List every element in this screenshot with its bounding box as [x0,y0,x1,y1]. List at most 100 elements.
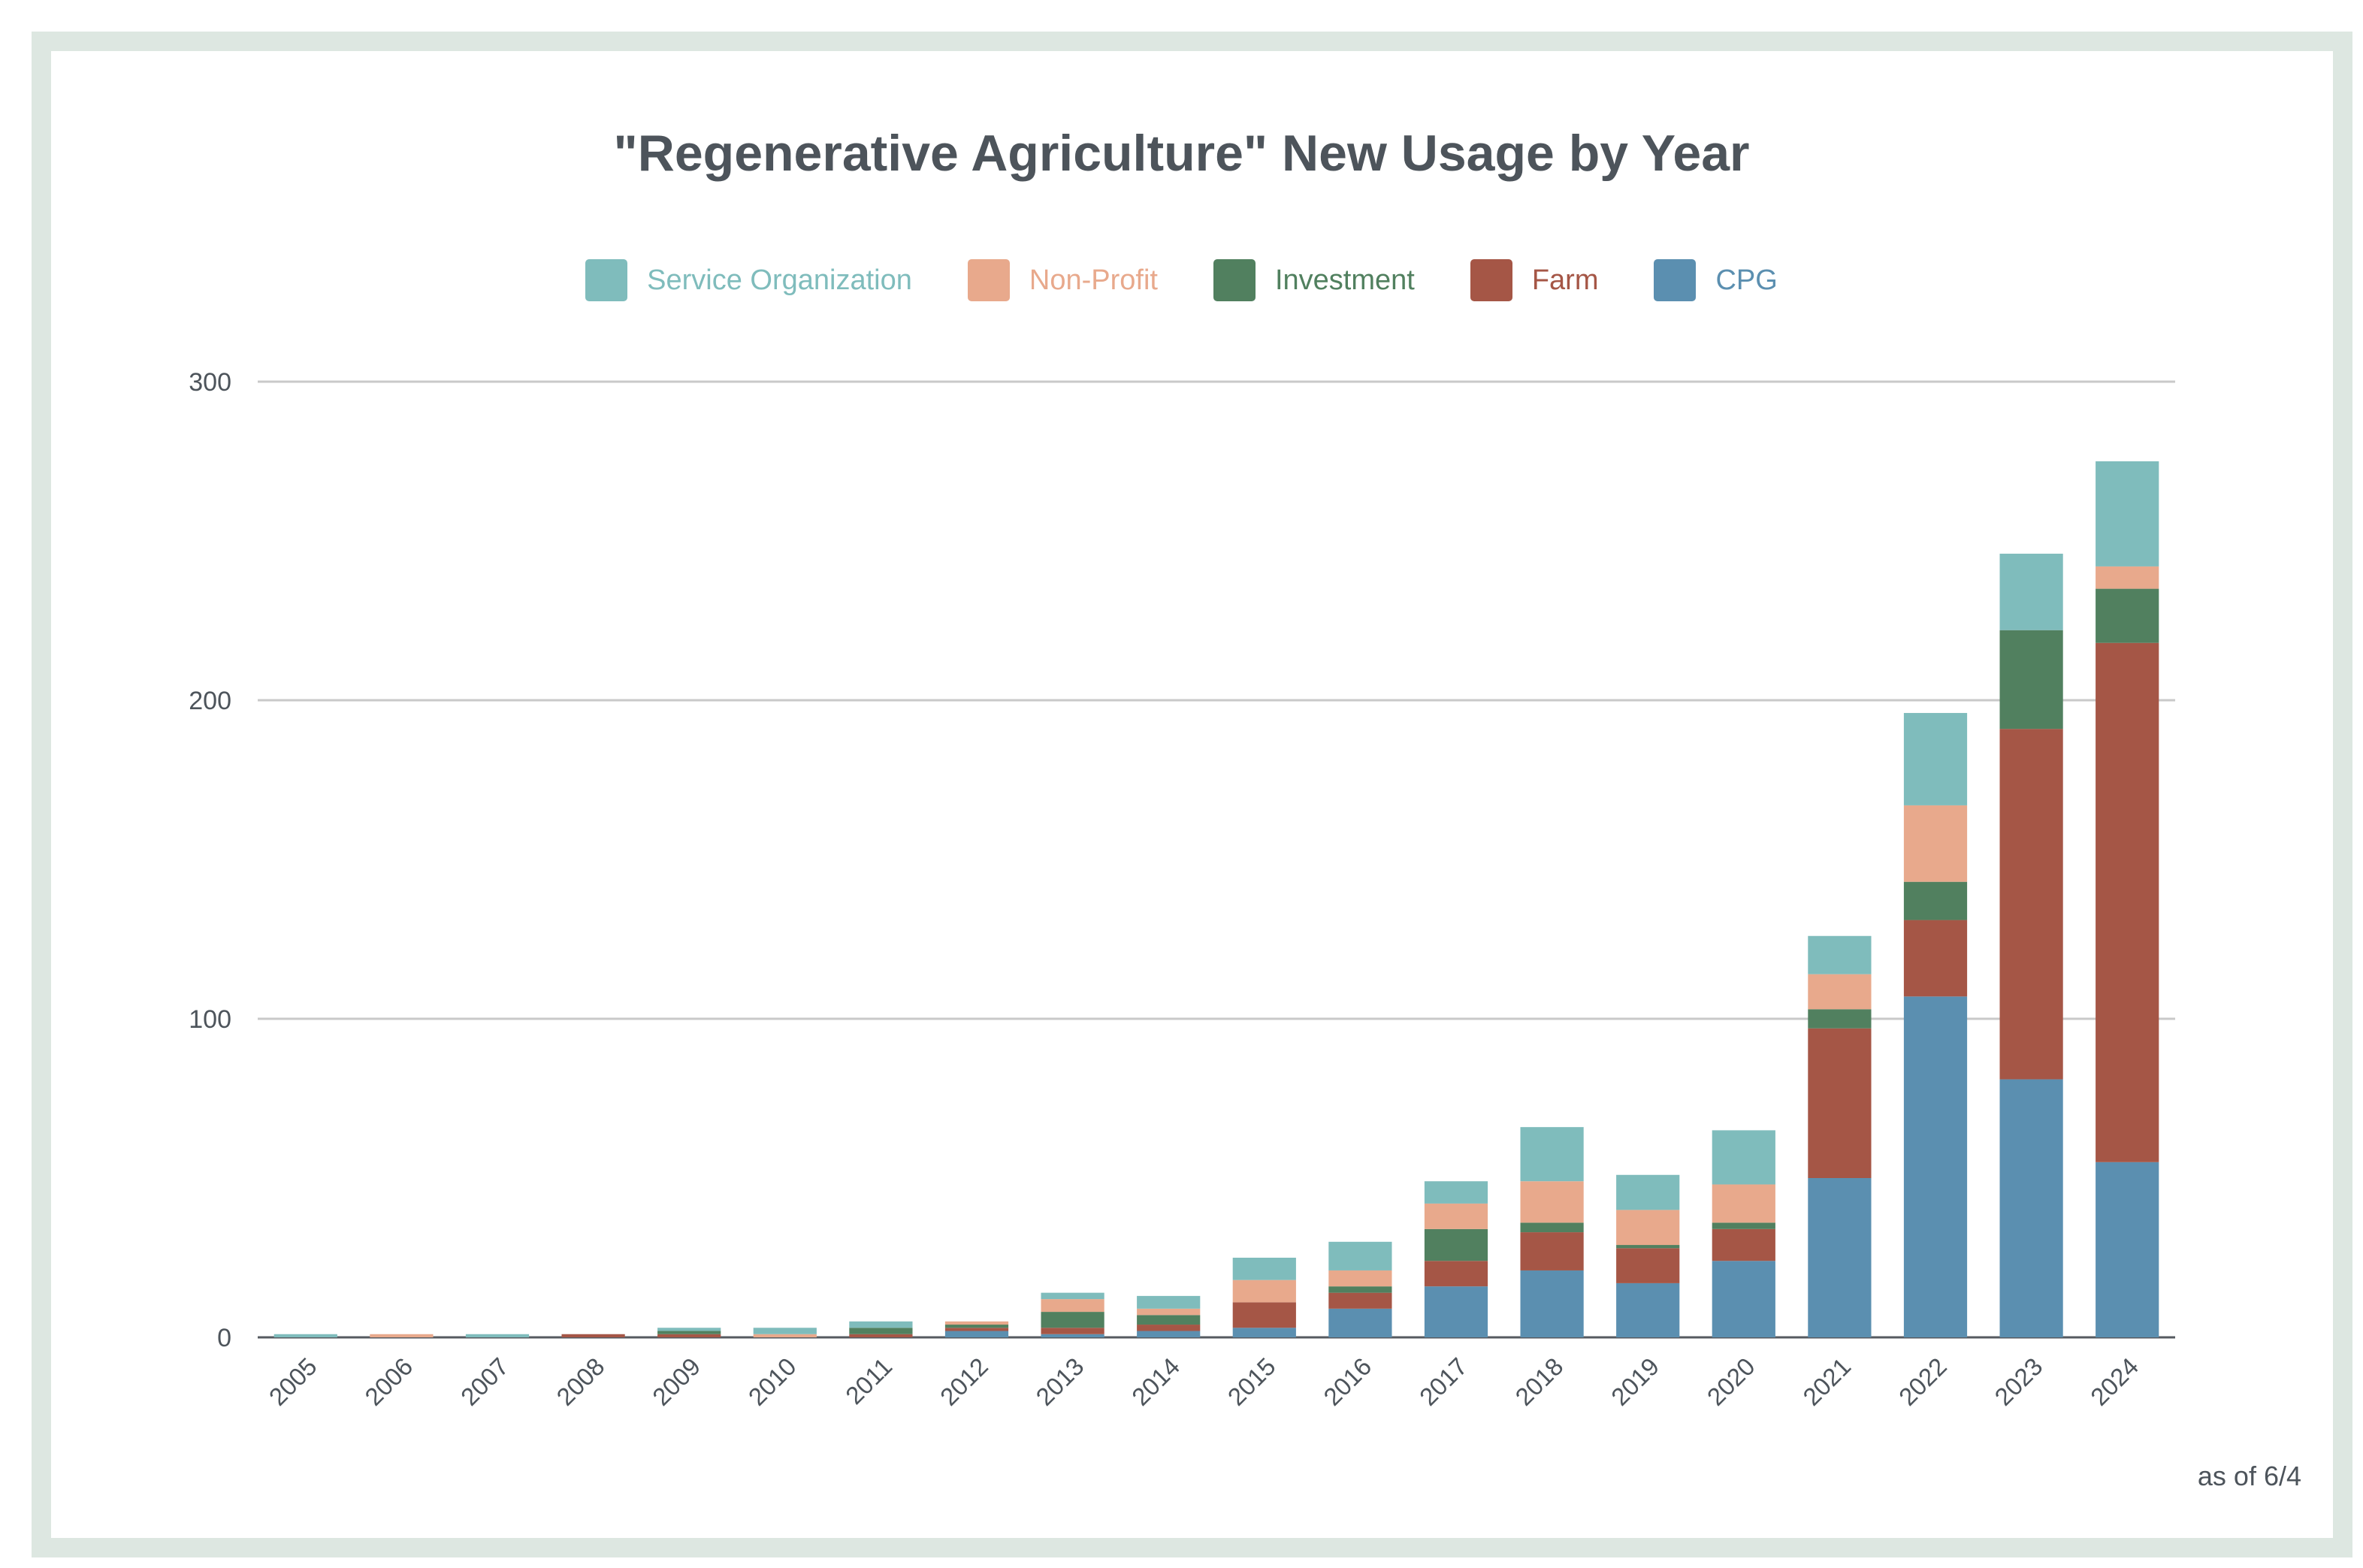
bar-segment-farm[interactable] [1232,1302,1296,1328]
bar-segment-service-organization[interactable] [1232,1258,1296,1280]
bar-segment-service-organization[interactable] [753,1328,817,1334]
bar-segment-investment[interactable] [1903,881,1968,920]
x-tick-label: 2021 [1797,1352,1856,1411]
y-tick-label: 200 [189,687,231,715]
bar-segment-service-organization[interactable] [1808,935,1872,974]
chart-title: "Regenerative Agriculture" New Usage by … [613,125,1750,182]
legend-item-investment[interactable]: Investment [1213,259,1415,301]
bar-segment-non-profit[interactable] [1328,1270,1392,1287]
bar-segment-service-organization[interactable] [2096,461,2159,566]
bar-segment-farm[interactable] [1712,1228,1775,1261]
bar-segment-cpg[interactable] [1616,1282,1680,1337]
bar-segment-farm[interactable] [2096,642,2159,1162]
bar-segment-service-organization[interactable] [1520,1127,1584,1182]
legend-item-non-profit[interactable]: Non-Profit [967,259,1158,301]
bar-segment-service-organization[interactable] [849,1321,913,1328]
bar-segment-service-organization[interactable] [1999,553,2063,630]
bar-segment-cpg[interactable] [1328,1308,1392,1337]
bar-segment-non-profit[interactable] [1903,805,1968,882]
bar-segment-service-organization[interactable] [465,1334,530,1337]
bar-segment-investment[interactable] [1712,1222,1775,1229]
chart-legend: Service Organization Non-Profit Investme… [0,259,2363,301]
bar-segment-farm[interactable] [561,1334,625,1337]
y-tick-label: 100 [189,1005,231,1034]
legend-swatch [1213,259,1256,301]
bar-segment-non-profit[interactable] [1232,1279,1296,1303]
bar-segment-non-profit[interactable] [753,1334,817,1337]
legend-item-service-organization[interactable]: Service Organization [585,259,912,301]
bar-segment-cpg[interactable] [1520,1270,1584,1337]
bar-segment-service-organization[interactable] [1616,1174,1680,1210]
x-tick-label: 2019 [1606,1352,1664,1411]
bar-segment-cpg[interactable] [944,1331,1009,1337]
bar-segment-farm[interactable] [1999,729,2063,1080]
bar-segment-service-organization[interactable] [1137,1295,1201,1309]
bar-segment-investment[interactable] [2096,588,2159,643]
bar-segment-investment[interactable] [657,1331,721,1334]
bar-segment-service-organization[interactable] [273,1334,337,1337]
bar-segment-farm[interactable] [1424,1261,1488,1287]
x-tick-label: 2006 [359,1352,418,1411]
bar-segment-non-profit[interactable] [1424,1203,1488,1229]
bar-segment-cpg[interactable] [1808,1178,1872,1337]
x-tick-label: 2005 [264,1352,322,1411]
x-tick-label: 2018 [1509,1352,1568,1411]
bar-segment-service-organization[interactable] [1903,712,1968,805]
x-tick-label: 2023 [1989,1352,2047,1411]
bar-segment-cpg[interactable] [1999,1079,2063,1337]
bar-segment-farm[interactable] [849,1334,913,1337]
bar-segment-farm[interactable] [1328,1292,1392,1309]
bar-segment-farm[interactable] [1520,1232,1584,1270]
legend-item-farm[interactable]: Farm [1470,259,1598,301]
bar-segment-cpg[interactable] [1137,1331,1201,1337]
bar-segment-farm[interactable] [1616,1248,1680,1283]
bar-segment-service-organization[interactable] [1328,1241,1392,1270]
bar-segment-cpg[interactable] [1232,1328,1296,1337]
bar-segment-cpg[interactable] [1424,1286,1488,1337]
bar-segment-non-profit[interactable] [1712,1184,1775,1223]
footnote: as of 6/4 [2197,1461,2301,1491]
legend-item-cpg[interactable]: CPG [1654,259,1778,301]
bar-segment-investment[interactable] [1328,1286,1392,1293]
bar-segment-non-profit[interactable] [370,1334,434,1337]
bar-segment-non-profit[interactable] [944,1321,1009,1325]
x-tick-label: 2014 [1126,1352,1185,1411]
legend-label: CPG [1715,264,1778,296]
bar-segment-investment[interactable] [1041,1312,1104,1328]
bar-segment-cpg[interactable] [1041,1334,1104,1337]
y-tick-label: 300 [189,368,231,397]
bar-segment-service-organization[interactable] [1041,1292,1104,1300]
legend-label: Non-Profit [1029,264,1158,296]
bar-segment-investment[interactable] [1616,1245,1680,1249]
bar-segment-investment[interactable] [1520,1222,1584,1233]
bar-segment-non-profit[interactable] [1137,1308,1201,1316]
bar-segment-farm[interactable] [1041,1328,1104,1334]
bar-segment-service-organization[interactable] [1424,1181,1488,1204]
bar-segment-investment[interactable] [1137,1315,1201,1325]
bar-segment-farm[interactable] [1137,1325,1201,1331]
y-tick-label: 0 [217,1324,231,1352]
bar-segment-non-profit[interactable] [2096,566,2159,589]
x-tick-label: 2013 [1030,1352,1089,1411]
bar-segment-non-profit[interactable] [1041,1299,1104,1313]
bar-segment-investment[interactable] [849,1328,913,1334]
bar-segment-farm[interactable] [1903,920,1968,997]
bar-segment-non-profit[interactable] [1808,974,1872,1010]
bar-segment-cpg[interactable] [1903,996,1968,1337]
x-tick-label: 2024 [2085,1352,2144,1411]
bar-segment-non-profit[interactable] [1520,1181,1584,1223]
bar-segment-cpg[interactable] [2096,1162,2159,1337]
bar-segment-investment[interactable] [1808,1009,1872,1029]
bar-segment-investment[interactable] [1999,630,2063,730]
bar-segment-farm[interactable] [657,1334,721,1337]
bar-segment-cpg[interactable] [1712,1261,1775,1337]
bar-segment-non-profit[interactable] [1616,1210,1680,1246]
x-tick-label: 2022 [1893,1352,1952,1411]
bar-segment-investment[interactable] [1424,1228,1488,1261]
bar-segment-service-organization[interactable] [657,1328,721,1331]
bar-segment-farm[interactable] [1808,1028,1872,1178]
bar-segment-farm[interactable] [944,1328,1009,1331]
bar-segment-service-organization[interactable] [1712,1130,1775,1185]
bar-segment-investment[interactable] [944,1325,1009,1328]
legend-swatch [1470,259,1512,301]
